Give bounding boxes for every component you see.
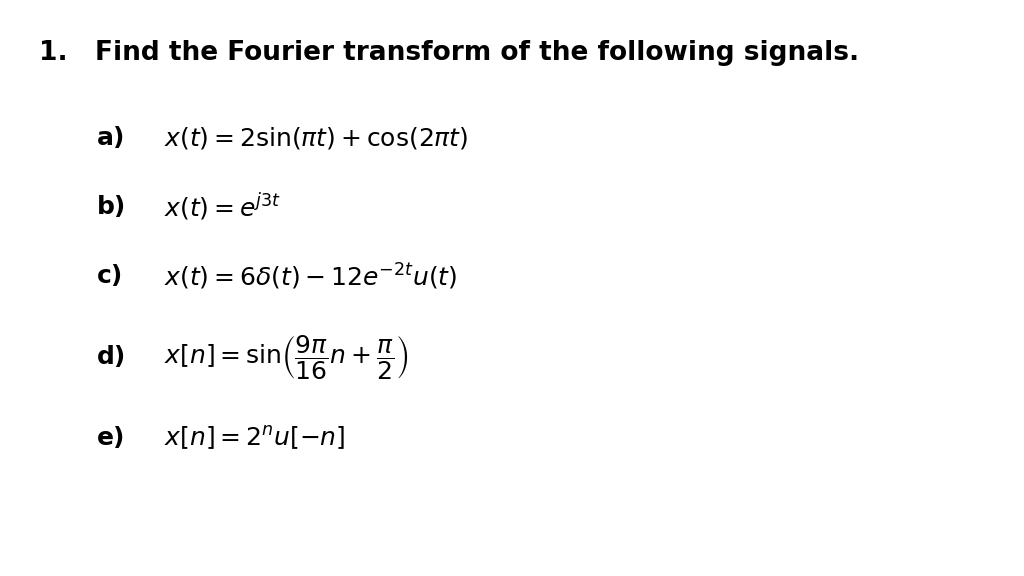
Text: 1.   Find the Fourier transform of the following signals.: 1. Find the Fourier transform of the fol… [39,40,859,66]
Text: c): c) [96,264,123,289]
Text: a): a) [96,126,125,150]
Text: d): d) [96,345,126,369]
Text: $x(t) = 2\sin(\pi t) + \cos(2\pi t)$: $x(t) = 2\sin(\pi t) + \cos(2\pi t)$ [164,125,469,151]
Text: b): b) [96,195,126,219]
Text: $x(t) = 6\delta(t) - 12e^{-2t}u(t)$: $x(t) = 6\delta(t) - 12e^{-2t}u(t)$ [164,262,458,291]
Text: $x[n] = 2^n u[-n]$: $x[n] = 2^n u[-n]$ [164,424,346,452]
Text: $x(t) = e^{j3t}$: $x(t) = e^{j3t}$ [164,192,282,223]
Text: $x[n] = \sin\!\left(\dfrac{9\pi}{16}n + \dfrac{\pi}{2}\right)$: $x[n] = \sin\!\left(\dfrac{9\pi}{16}n + … [164,333,409,381]
Text: e): e) [96,426,125,450]
